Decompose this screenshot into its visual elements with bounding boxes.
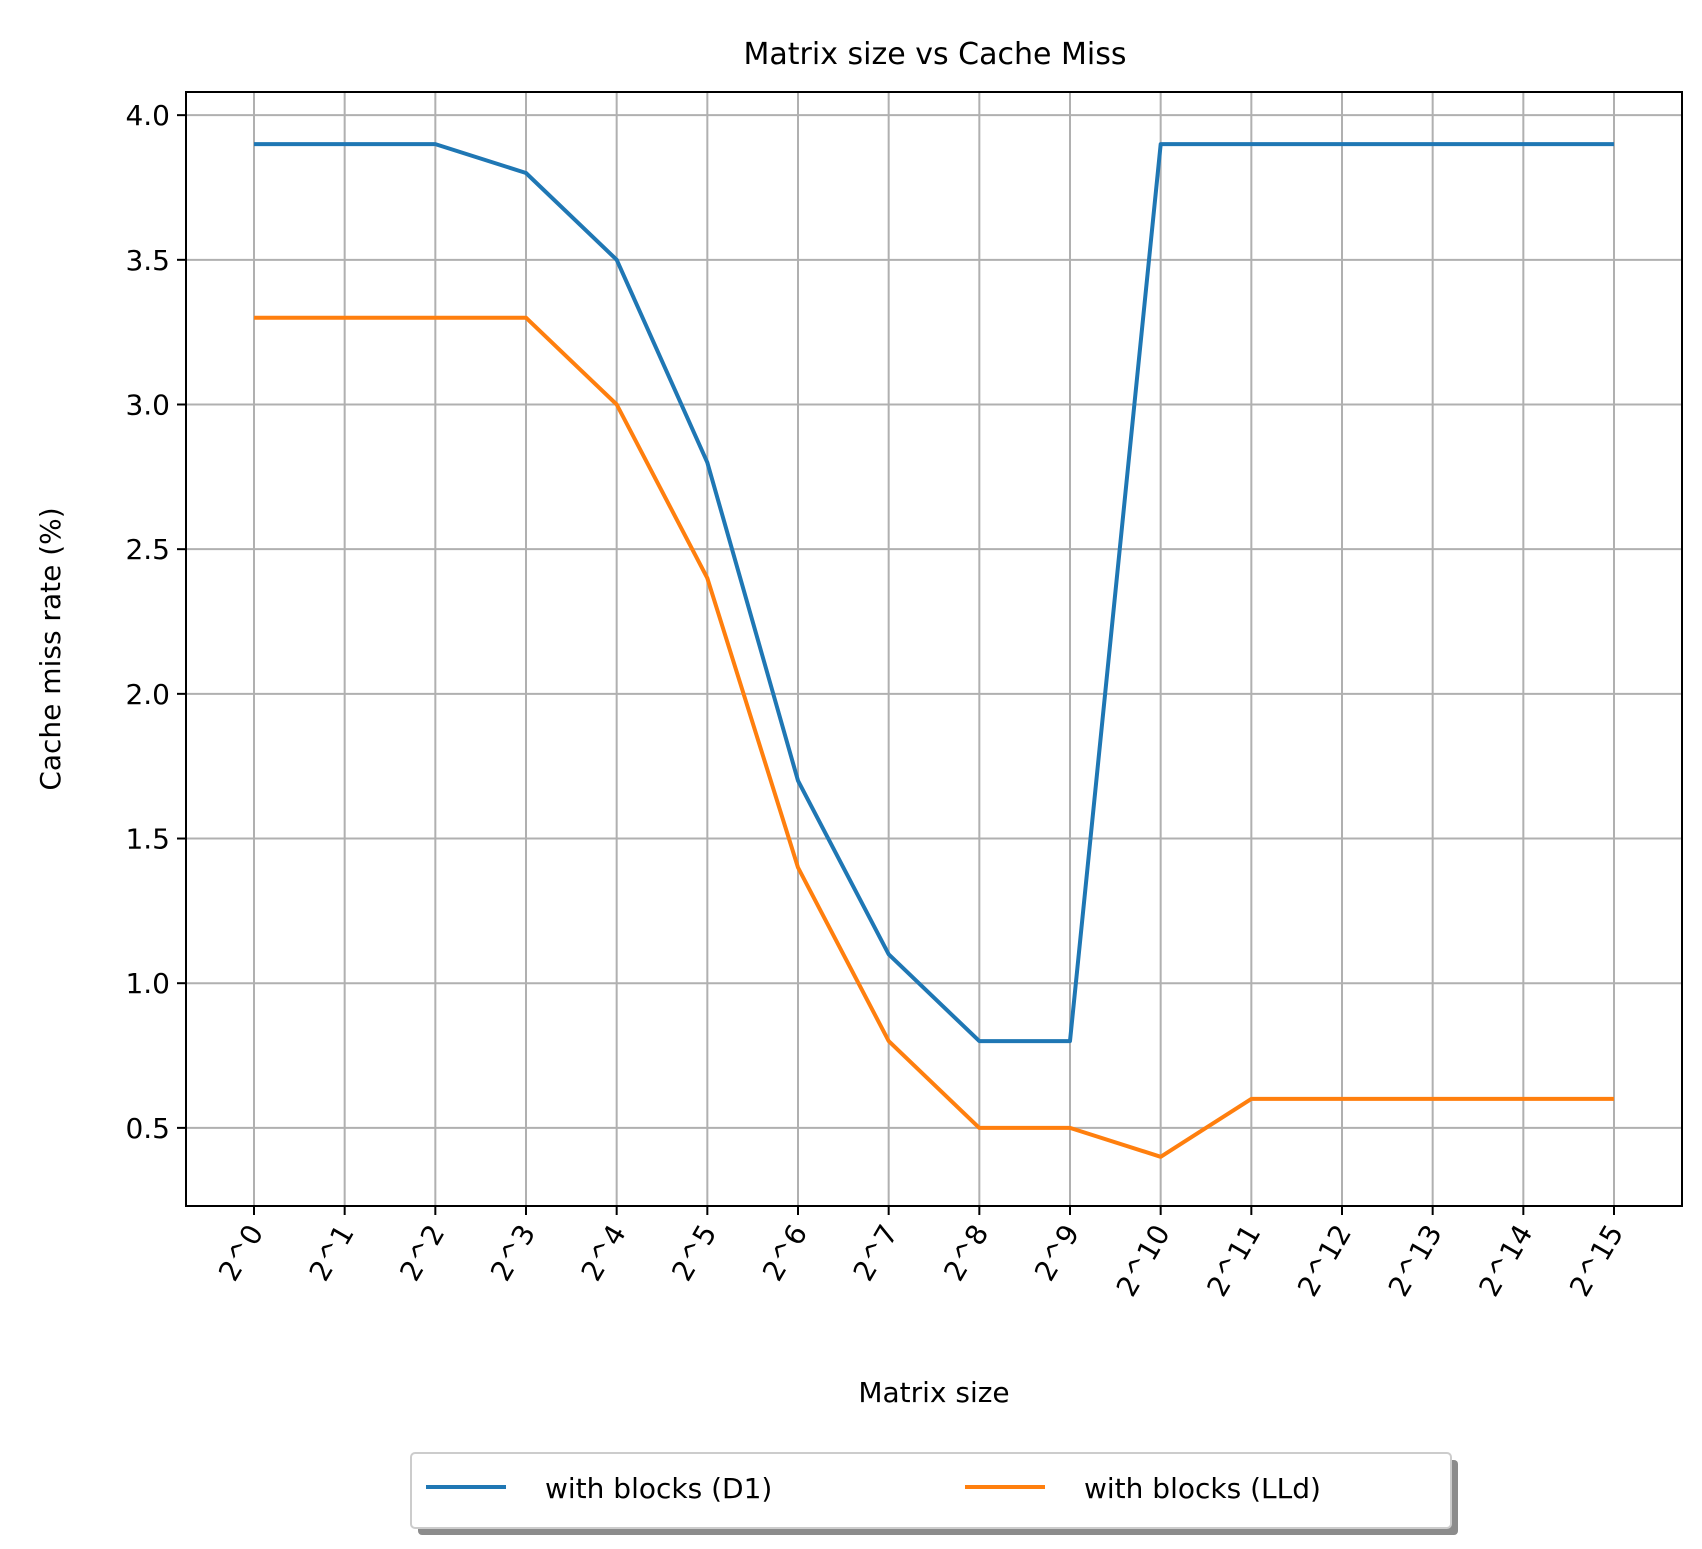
plot-area-frame xyxy=(185,91,1683,1207)
x-tick-label: 2^8 xyxy=(937,1219,995,1287)
y-tick-label: 4.0 xyxy=(125,99,170,132)
y-tick-label: 2.5 xyxy=(125,533,170,566)
x-tick-label: 2^10 xyxy=(1110,1219,1177,1302)
series-line-0 xyxy=(254,142,1614,1044)
series-line-1 xyxy=(254,315,1614,1159)
grid-lines xyxy=(186,92,1682,1206)
chart-title: Matrix size vs Cache Miss xyxy=(744,37,1127,72)
y-tick-label: 1.5 xyxy=(125,823,170,856)
y-tick-label: 3.0 xyxy=(125,388,170,421)
legend-label-lld: with blocks (LLd) xyxy=(1084,1472,1321,1505)
x-axis-label: Matrix size xyxy=(858,1376,1009,1409)
x-tick-label: 2^1 xyxy=(303,1219,361,1287)
x-tick-label: 2^0 xyxy=(212,1219,270,1287)
x-tick-label: 2^7 xyxy=(847,1219,905,1287)
x-axis-ticks: 2^0 2^1 2^2 2^3 2^4 2^5 2^6 2^7 2^8 2^9 2^10 2^11 2^… xyxy=(212,1206,1630,1302)
y-tick-label: 1.0 xyxy=(125,967,170,1000)
y-tick-label: 2.0 xyxy=(125,678,170,711)
x-tick-label: 2^2 xyxy=(393,1219,451,1287)
y-tick-label: 0.5 xyxy=(125,1112,170,1145)
y-axis-ticks: 0.5 1.0 1.5 2.0 2.5 3.0 3.5 4.0 xyxy=(125,99,186,1145)
y-tick-label: 3.5 xyxy=(125,244,170,277)
legend-label-d1: with blocks (D1) xyxy=(545,1472,772,1505)
x-tick-label: 2^9 xyxy=(1028,1219,1086,1287)
x-tick-label: 2^12 xyxy=(1291,1219,1358,1302)
x-tick-label: 2^13 xyxy=(1382,1219,1449,1302)
y-axis-label: Cache miss rate (%) xyxy=(34,507,67,790)
x-tick-label: 2^14 xyxy=(1472,1219,1539,1302)
x-tick-label: 2^5 xyxy=(665,1219,723,1287)
series-lines xyxy=(254,142,1614,1159)
x-tick-label: 2^4 xyxy=(575,1219,633,1287)
legend: with blocks (D1) with blocks (LLd) xyxy=(410,1452,1458,1535)
x-tick-label: 2^15 xyxy=(1563,1219,1630,1302)
x-tick-label: 2^3 xyxy=(484,1219,542,1287)
legend-box xyxy=(410,1452,1452,1529)
x-tick-label: 2^6 xyxy=(756,1219,814,1287)
x-tick-label: 2^11 xyxy=(1200,1219,1267,1302)
